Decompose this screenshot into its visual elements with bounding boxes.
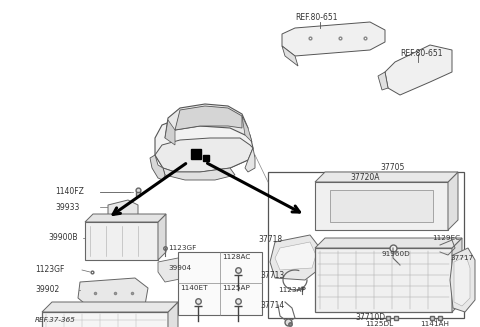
Polygon shape — [85, 222, 158, 260]
Text: 1141AH: 1141AH — [420, 321, 449, 327]
Polygon shape — [42, 302, 178, 312]
Text: 1128AC: 1128AC — [222, 254, 251, 260]
Text: REF.80-651: REF.80-651 — [400, 49, 443, 59]
Text: 1129EC: 1129EC — [432, 235, 460, 241]
Polygon shape — [150, 155, 165, 180]
Text: 37717: 37717 — [450, 255, 473, 261]
Polygon shape — [282, 46, 298, 66]
Text: 37714: 37714 — [260, 301, 284, 309]
Polygon shape — [315, 248, 452, 312]
Text: 37705: 37705 — [380, 164, 404, 173]
Text: 1125DL: 1125DL — [365, 321, 393, 327]
Polygon shape — [454, 256, 470, 306]
Text: 1140FZ: 1140FZ — [55, 187, 84, 197]
Polygon shape — [385, 45, 452, 95]
Polygon shape — [85, 214, 166, 222]
Text: 37710D: 37710D — [355, 314, 385, 322]
Polygon shape — [108, 200, 138, 220]
Polygon shape — [158, 258, 188, 282]
Polygon shape — [42, 312, 168, 327]
Polygon shape — [168, 302, 178, 327]
Text: 39933: 39933 — [55, 202, 79, 212]
Polygon shape — [155, 138, 253, 172]
Polygon shape — [78, 278, 148, 308]
Text: REF.37-365: REF.37-365 — [35, 317, 76, 323]
Text: 1123AP: 1123AP — [278, 287, 306, 293]
Polygon shape — [330, 190, 433, 222]
Text: 37720A: 37720A — [350, 174, 380, 182]
Polygon shape — [158, 214, 166, 260]
Polygon shape — [450, 248, 475, 312]
Polygon shape — [270, 235, 320, 280]
Polygon shape — [175, 106, 242, 130]
Text: REF.80-651: REF.80-651 — [295, 13, 337, 23]
Text: 1123GF: 1123GF — [168, 245, 196, 251]
Polygon shape — [165, 120, 175, 145]
Text: 91960D: 91960D — [382, 251, 411, 257]
Polygon shape — [452, 238, 462, 312]
Polygon shape — [275, 242, 316, 270]
Text: 39904: 39904 — [168, 265, 191, 271]
Polygon shape — [178, 252, 262, 315]
Text: 1140ET: 1140ET — [180, 285, 207, 291]
Text: 39902: 39902 — [35, 285, 59, 295]
Polygon shape — [155, 118, 253, 172]
Text: 37718: 37718 — [258, 235, 282, 245]
Polygon shape — [448, 172, 458, 230]
Polygon shape — [282, 22, 385, 56]
Text: 1125AP: 1125AP — [222, 285, 250, 291]
Polygon shape — [315, 238, 462, 248]
Polygon shape — [242, 116, 252, 142]
Polygon shape — [315, 172, 458, 182]
Text: 37713: 37713 — [260, 271, 284, 281]
Text: 39900B: 39900B — [48, 233, 77, 243]
Polygon shape — [378, 72, 388, 90]
Polygon shape — [315, 182, 448, 230]
Polygon shape — [163, 168, 235, 180]
Text: 1123GF: 1123GF — [35, 266, 64, 274]
Polygon shape — [165, 104, 248, 138]
Polygon shape — [245, 148, 255, 172]
